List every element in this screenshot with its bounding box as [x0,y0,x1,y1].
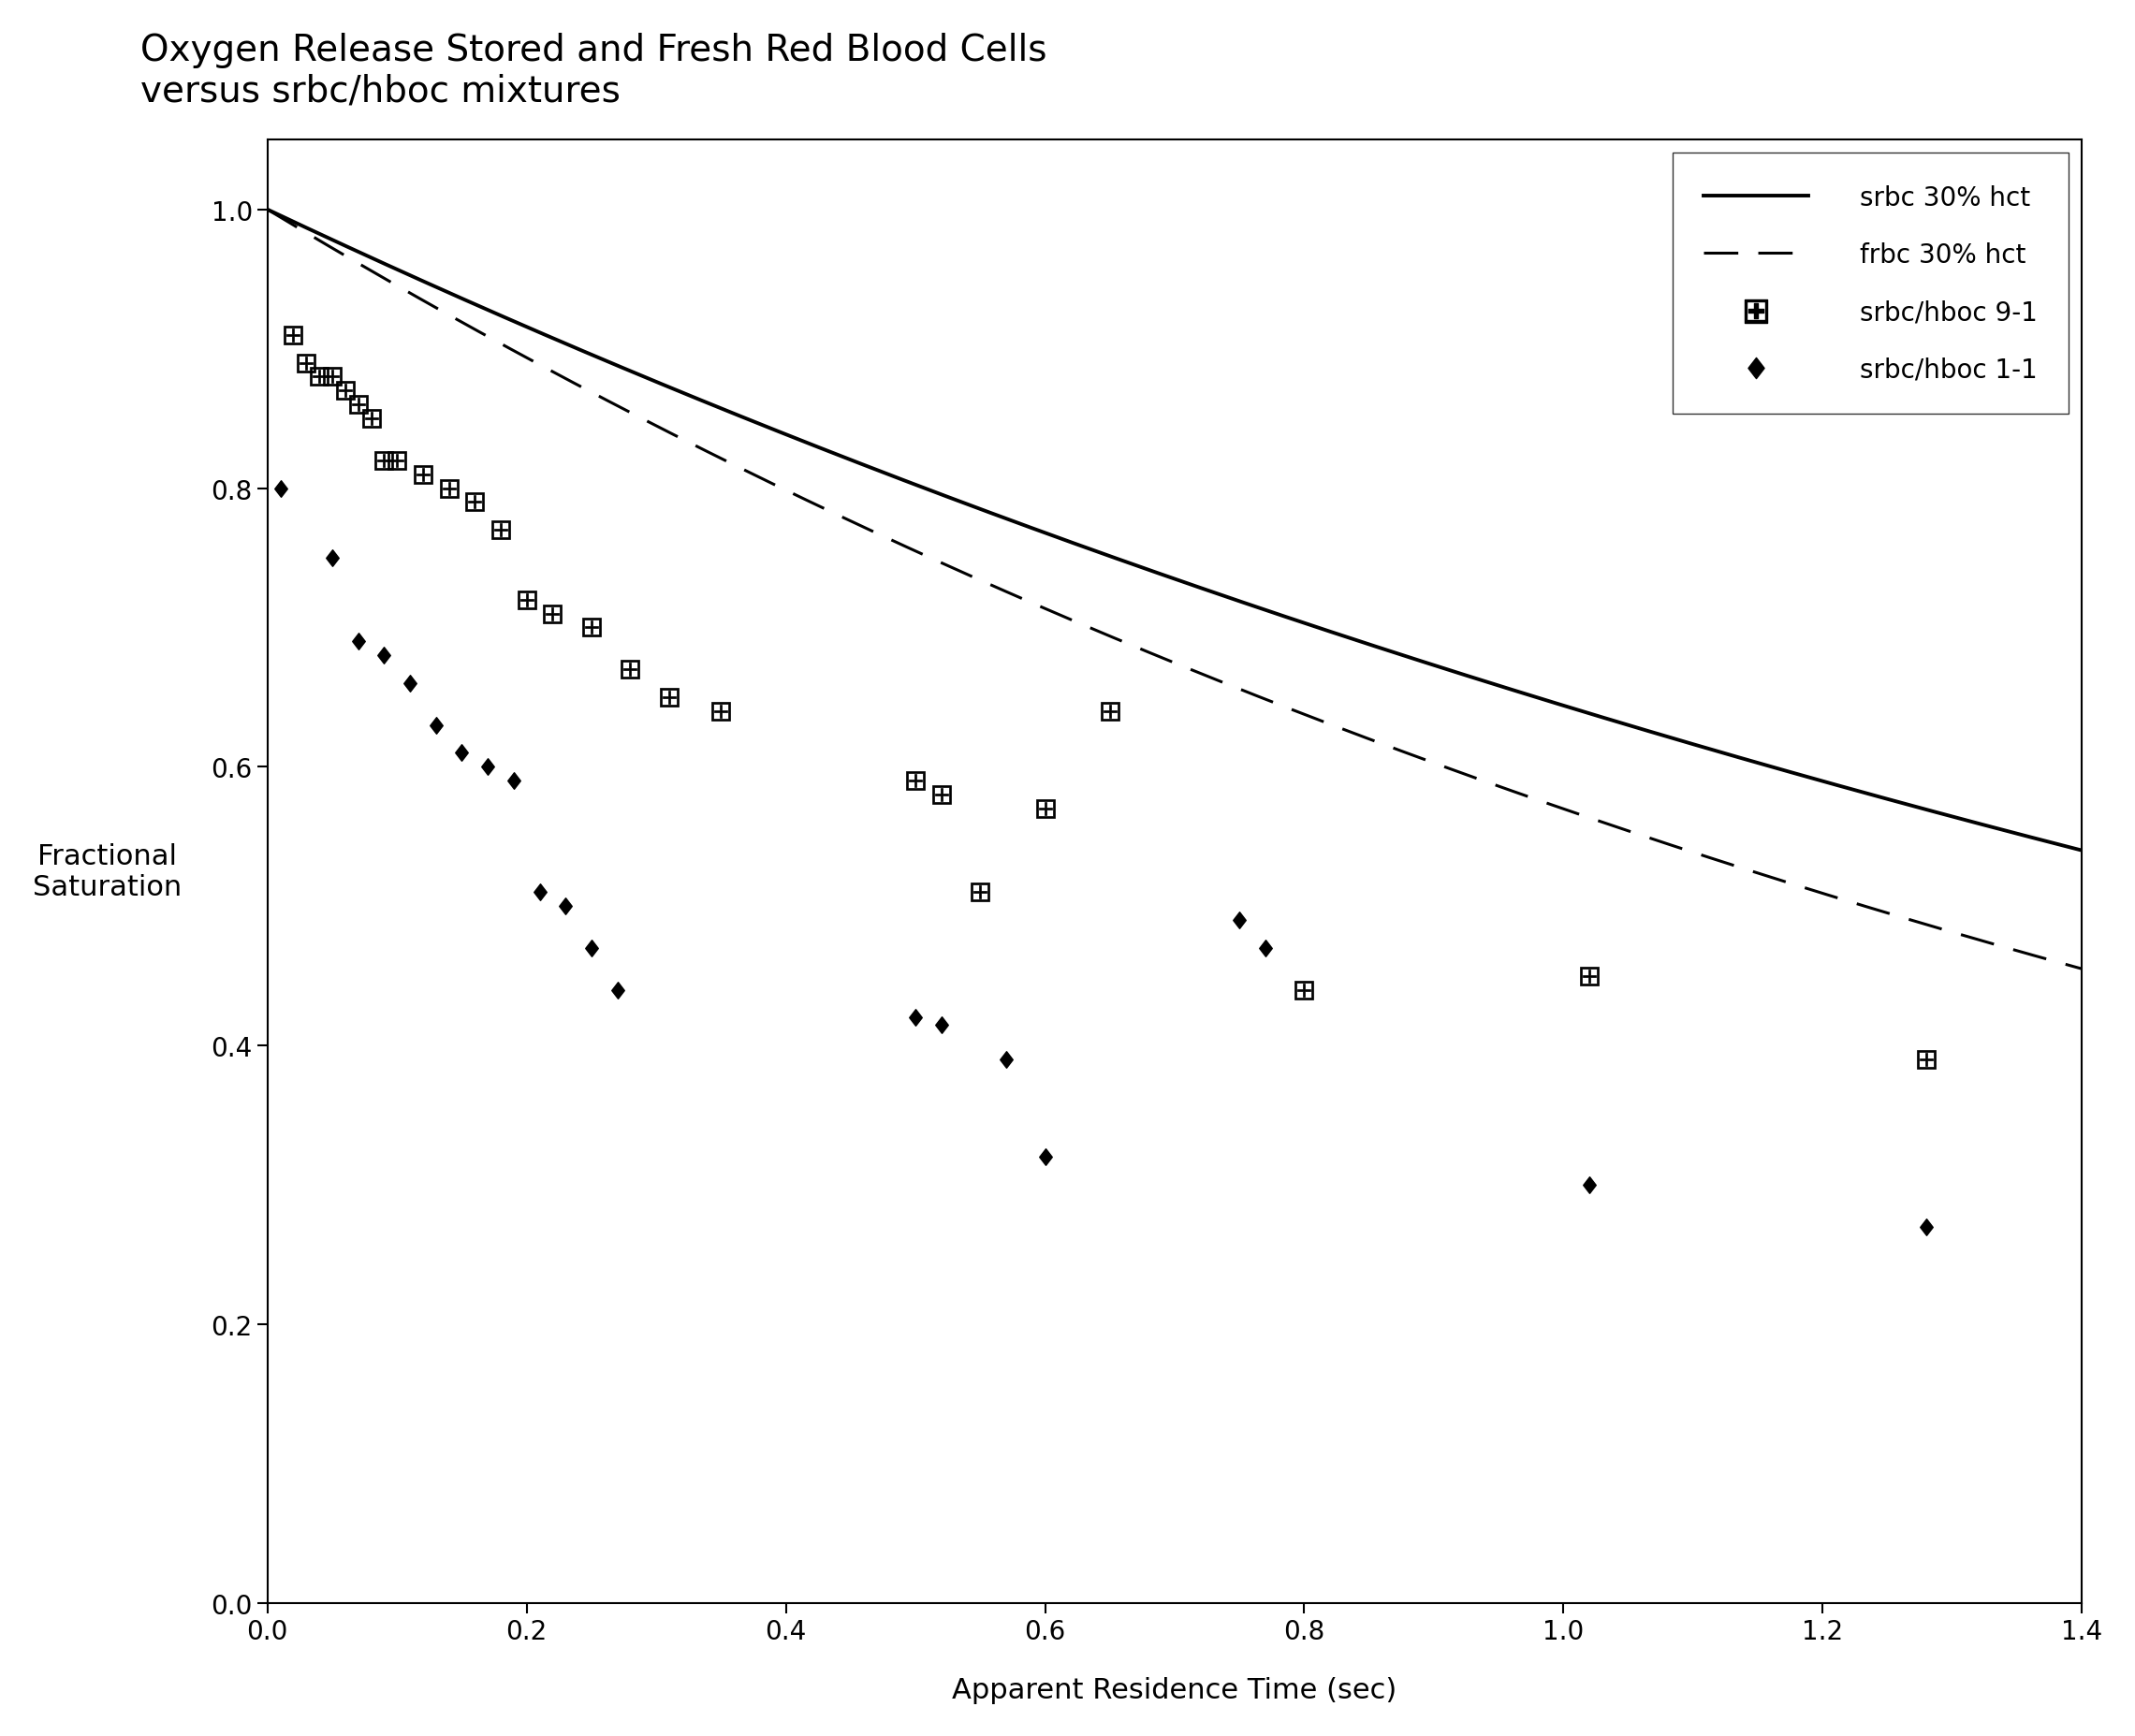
Text: Oxygen Release Stored and Fresh Red Blood Cells
versus srbc/hboc mixtures: Oxygen Release Stored and Fresh Red Bloo… [141,33,1046,109]
srbc/hboc 9-1 [342,391,376,418]
srbc/hboc 1-1 [497,767,532,795]
srbc/hboc 1-1 [1571,1172,1606,1200]
srbc/hboc 1-1 [418,712,453,740]
srbc/hboc 9-1 [1029,795,1063,823]
srbc/hboc 9-1 [406,462,440,490]
srbc/hboc 1-1 [316,545,350,573]
srbc/hboc 9-1 [354,404,389,432]
srbc 30% hct [254,200,280,220]
srbc/hboc 9-1 [536,601,570,628]
frbc 30% hct [254,200,280,220]
srbc/hboc 1-1 [1029,1144,1063,1172]
srbc/hboc 1-1 [342,628,376,656]
srbc/hboc 1-1 [523,878,557,906]
Line: srbc 30% hct: srbc 30% hct [267,210,2082,851]
srbc/hboc 1-1 [393,670,427,698]
srbc 30% hct [576,344,602,365]
srbc/hboc 1-1 [263,476,297,503]
frbc 30% hct [576,380,602,401]
srbc/hboc 9-1 [613,656,647,684]
srbc/hboc 1-1 [574,934,608,962]
srbc/hboc 9-1 [380,448,414,476]
srbc/hboc 9-1 [275,321,310,349]
srbc/hboc 9-1 [303,363,337,391]
srbc/hboc 1-1 [989,1045,1023,1073]
srbc/hboc 1-1 [367,642,401,670]
srbc 30% hct [1076,538,1102,559]
srbc/hboc 1-1 [444,740,478,767]
frbc 30% hct [1467,769,1492,790]
srbc/hboc 1-1 [1249,934,1283,962]
srbc 30% hct [722,404,747,425]
srbc 30% hct [2069,840,2094,861]
srbc/hboc 9-1 [924,781,959,809]
frbc 30% hct [1076,618,1102,639]
srbc/hboc 9-1 [651,684,685,712]
Line: frbc 30% hct: frbc 30% hct [267,210,2082,969]
srbc 30% hct [1467,670,1492,691]
srbc/hboc 9-1 [899,767,933,795]
srbc/hboc 1-1 [470,753,504,781]
frbc 30% hct [2069,958,2094,979]
srbc/hboc 1-1 [549,892,583,920]
srbc/hboc 9-1 [367,448,401,476]
srbc/hboc 1-1 [600,976,634,1003]
srbc/hboc 9-1 [1287,976,1322,1003]
srbc/hboc 9-1 [963,878,997,906]
srbc/hboc 9-1 [1571,962,1606,990]
srbc/hboc 9-1 [457,490,491,517]
frbc 30% hct [722,455,747,476]
srbc/hboc 9-1 [431,476,465,503]
srbc/hboc 9-1 [510,587,544,615]
srbc/hboc 9-1 [1909,1045,1943,1073]
srbc/hboc 9-1 [485,517,519,545]
srbc/hboc 9-1 [316,363,350,391]
srbc/hboc 1-1 [924,1010,959,1038]
frbc 30% hct [1620,823,1646,844]
srbc 30% hct [1620,717,1646,738]
srbc/hboc 9-1 [290,349,325,377]
Y-axis label: Fractional
Saturation: Fractional Saturation [32,842,181,901]
srbc/hboc 1-1 [899,1003,933,1031]
srbc/hboc 9-1 [329,377,363,404]
frbc 30% hct [1324,717,1349,738]
X-axis label: Apparent Residence Time (sec): Apparent Residence Time (sec) [952,1677,1396,1703]
srbc/hboc 9-1 [705,698,739,726]
srbc/hboc 9-1 [1093,698,1127,726]
srbc/hboc 1-1 [1223,906,1258,934]
srbc/hboc 9-1 [574,615,608,642]
srbc 30% hct [1324,623,1349,644]
Legend: srbc 30% hct, frbc 30% hct, srbc/hboc 9-1, srbc/hboc 1-1: srbc 30% hct, frbc 30% hct, srbc/hboc 9-… [1672,155,2069,415]
srbc/hboc 1-1 [1909,1213,1943,1241]
